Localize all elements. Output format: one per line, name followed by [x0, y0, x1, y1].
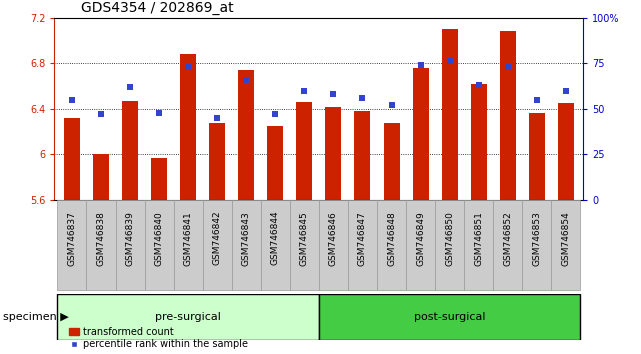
Legend: transformed count, percentile rank within the sample: transformed count, percentile rank withi… — [69, 327, 247, 349]
Bar — [232, 200, 261, 290]
Bar — [267, 126, 283, 200]
Bar — [348, 200, 377, 290]
Text: GDS4354 / 202869_at: GDS4354 / 202869_at — [81, 1, 233, 15]
Bar — [93, 154, 109, 200]
Text: post-surgical: post-surgical — [414, 312, 485, 322]
Bar — [319, 200, 348, 290]
Bar — [493, 200, 522, 290]
Bar — [383, 122, 399, 200]
Bar — [406, 200, 435, 290]
Bar — [180, 54, 196, 200]
Bar — [558, 103, 574, 200]
Text: GSM746844: GSM746844 — [271, 211, 280, 266]
Text: GSM746850: GSM746850 — [445, 211, 454, 266]
Bar — [58, 200, 87, 290]
Bar — [209, 122, 225, 200]
Bar — [413, 68, 429, 200]
Bar — [551, 200, 580, 290]
Bar — [296, 102, 312, 200]
Text: specimen ▶: specimen ▶ — [3, 312, 69, 322]
Bar — [354, 111, 370, 200]
Text: GSM746851: GSM746851 — [474, 211, 483, 266]
Text: GSM746841: GSM746841 — [183, 211, 193, 266]
Text: GSM746854: GSM746854 — [562, 211, 570, 266]
Text: GSM746837: GSM746837 — [67, 211, 76, 266]
Text: GSM746853: GSM746853 — [532, 211, 541, 266]
Bar — [238, 70, 254, 200]
Text: GSM746838: GSM746838 — [97, 211, 106, 266]
Bar — [151, 158, 167, 200]
Bar — [87, 200, 115, 290]
Bar — [529, 113, 545, 200]
Text: GSM746842: GSM746842 — [213, 211, 222, 266]
Bar — [470, 84, 487, 200]
Bar — [464, 200, 493, 290]
Bar — [122, 101, 138, 200]
Text: pre-surgical: pre-surgical — [155, 312, 221, 322]
Bar — [64, 118, 80, 200]
Bar — [326, 107, 342, 200]
Bar — [442, 29, 458, 200]
Text: GSM746848: GSM746848 — [387, 211, 396, 266]
Bar — [290, 200, 319, 290]
Text: GSM746846: GSM746846 — [329, 211, 338, 266]
Bar — [115, 200, 145, 290]
Text: GSM746839: GSM746839 — [126, 211, 135, 266]
Text: GSM746847: GSM746847 — [358, 211, 367, 266]
Text: GSM746840: GSM746840 — [154, 211, 163, 266]
Bar — [58, 294, 319, 340]
Text: GSM746845: GSM746845 — [300, 211, 309, 266]
Bar — [145, 200, 174, 290]
Bar — [435, 200, 464, 290]
Bar — [261, 200, 290, 290]
Bar — [500, 32, 516, 200]
Bar — [522, 200, 551, 290]
Text: GSM746843: GSM746843 — [242, 211, 251, 266]
Bar — [174, 200, 203, 290]
Text: GSM746852: GSM746852 — [503, 211, 512, 266]
Bar — [203, 200, 232, 290]
Bar — [319, 294, 580, 340]
Bar — [377, 200, 406, 290]
Text: GSM746849: GSM746849 — [416, 211, 425, 266]
